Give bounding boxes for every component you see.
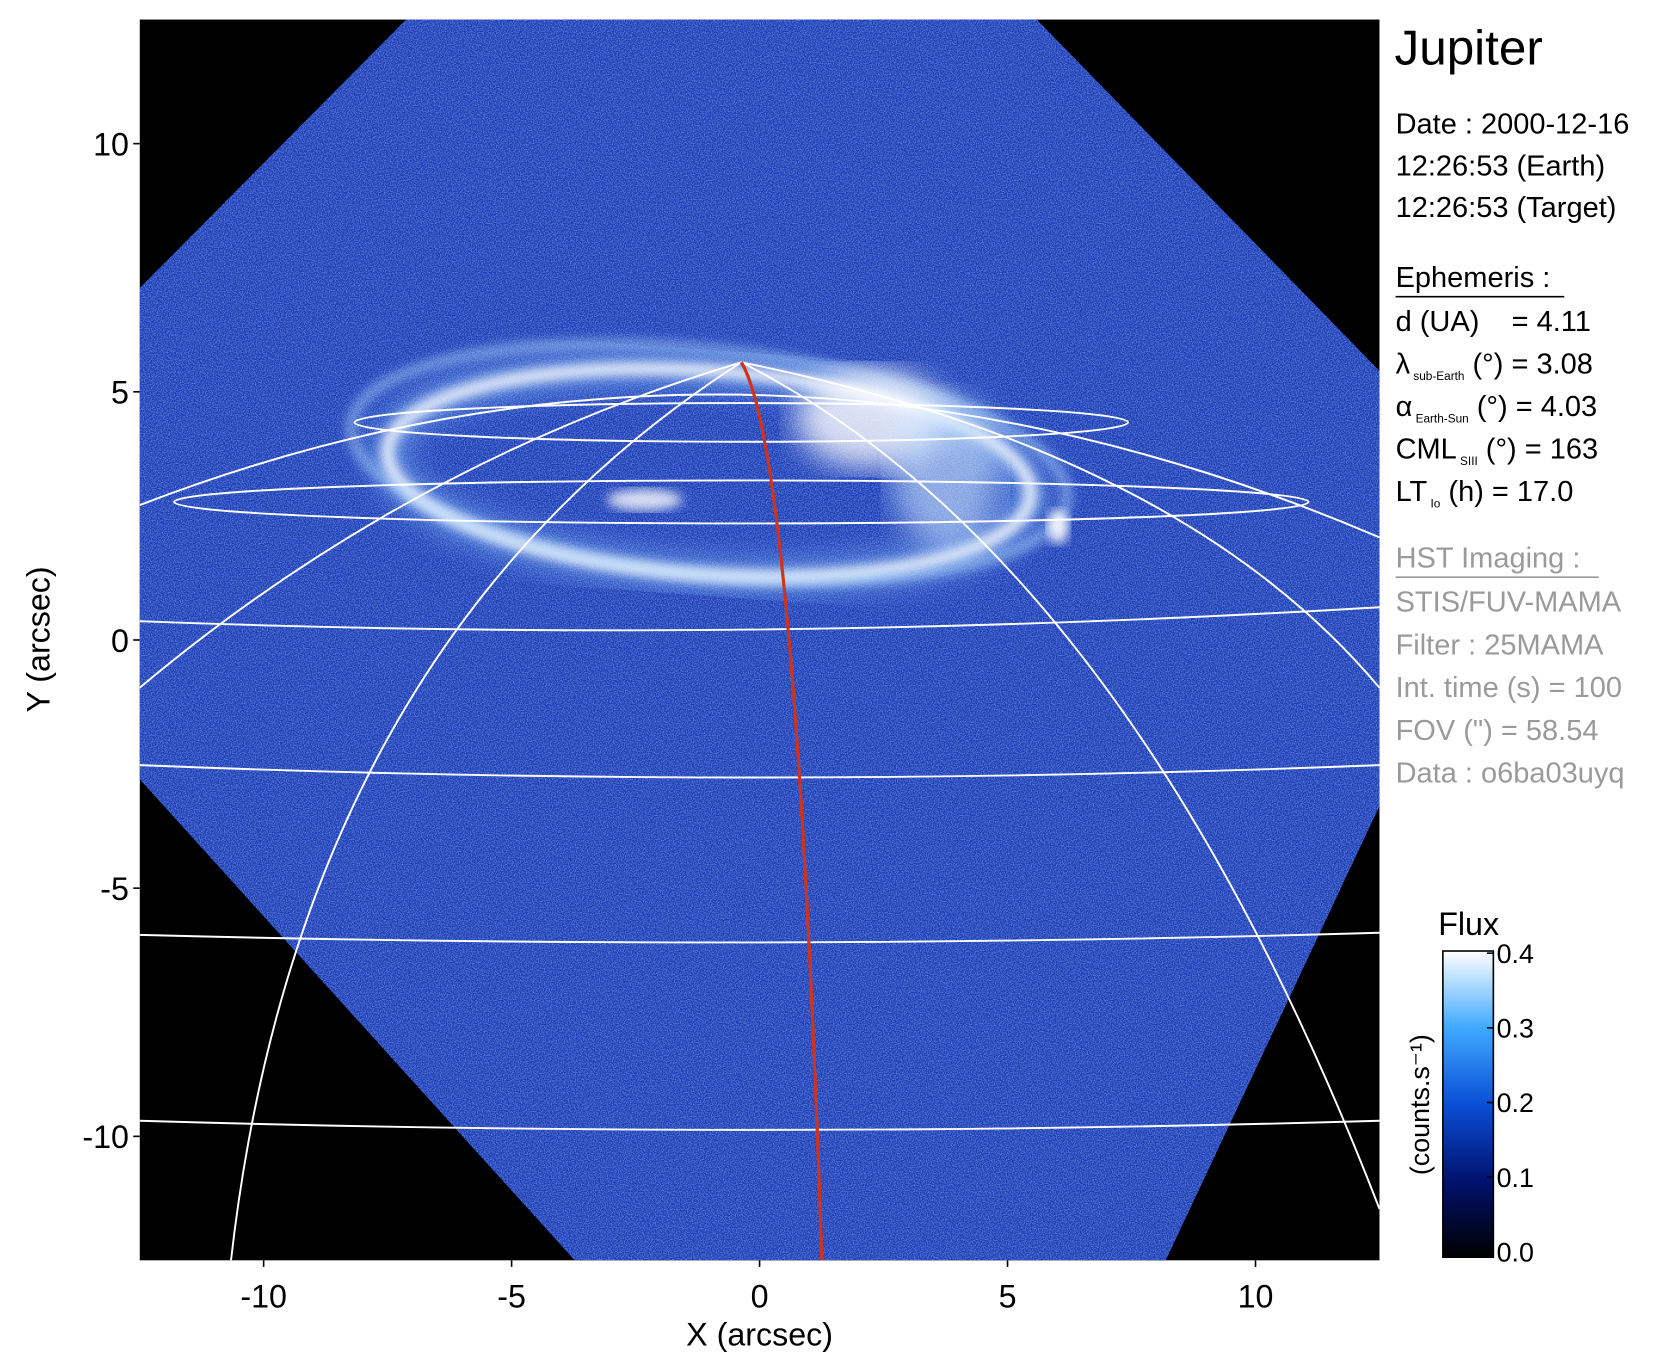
ephemeris-line: CML SIII (°) = 163 — [1396, 433, 1599, 467]
ephemeris-text: (h) = 17.0 — [1440, 476, 1573, 508]
y-tick-label: 5 — [111, 375, 129, 411]
central-meridian — [739, 361, 824, 1261]
ephemeris-line: LT Io (h) = 17.0 — [1396, 476, 1574, 510]
colorbar-tick-label: 0.0 — [1497, 1238, 1534, 1268]
colorbar-label: (counts.s⁻¹) — [1405, 1034, 1435, 1175]
ephemeris-symbol: CML — [1396, 433, 1457, 465]
aurora — [346, 339, 1072, 592]
ephemeris-subscript: Earth-Sun — [1416, 411, 1469, 425]
colorbar-title: Flux — [1438, 906, 1499, 942]
ephemeris-text: d (UA) = 4.11 — [1396, 306, 1591, 338]
ephemeris-symbol: LT — [1396, 476, 1428, 508]
ephemeris-line: d (UA) = 4.11 — [1396, 306, 1591, 338]
ephemeris-text: (°) = 163 — [1478, 433, 1598, 465]
ephemeris-subscript: sub-Earth — [1413, 369, 1464, 383]
ephemeris-text: (°) = 3.08 — [1464, 349, 1592, 381]
imaging-line: Data : o6ba03uyq — [1396, 758, 1625, 790]
y-tick-label: 0 — [111, 623, 129, 659]
x-tick-label: -5 — [497, 1279, 526, 1315]
imaging-line: STIS/FUV-MAMA — [1396, 587, 1622, 619]
ephemeris-subscript: Io — [1431, 496, 1441, 510]
x-tick-label: 10 — [1238, 1279, 1274, 1315]
x-tick-label: 0 — [751, 1279, 769, 1315]
date-line: Date : 2000-12-16 — [1396, 108, 1630, 140]
imaging-line: Filter : 25MAMA — [1396, 629, 1605, 661]
colorbar-tick-label: 0.3 — [1497, 1014, 1534, 1044]
imaging-line: Int. time (s) = 100 — [1396, 672, 1622, 704]
ephemeris-heading: Ephemeris : — [1396, 262, 1551, 294]
ephemeris-subscript: SIII — [1460, 454, 1478, 468]
colorbar — [1442, 950, 1495, 1259]
ephemeris-text: (°) = 4.03 — [1469, 391, 1597, 423]
colorbar-tick-label: 0.4 — [1497, 939, 1534, 969]
planet-grid — [139, 361, 1380, 1261]
ephemeris-line: λ sub-Earth (°) = 3.08 — [1396, 349, 1593, 383]
image — [139, 19, 1380, 1261]
detector-field — [139, 19, 1380, 1261]
colorbar-tick-label: 0.1 — [1497, 1163, 1534, 1193]
y-tick-label: -5 — [100, 871, 129, 907]
y-tick-label: 10 — [93, 126, 129, 162]
x-tick-label: 5 — [999, 1279, 1017, 1315]
y-tick-label: -10 — [82, 1119, 129, 1155]
x-axis-label: X (arcsec) — [686, 1316, 833, 1352]
y-axis-label: Y (arcsec) — [20, 566, 56, 712]
imaging-line: FOV (") = 58.54 — [1396, 715, 1599, 747]
x-tick-label: -10 — [240, 1279, 287, 1315]
colorbar-tick-label: 0.2 — [1497, 1088, 1534, 1118]
date-line: 12:26:53 (Earth) — [1396, 150, 1606, 182]
info-title: Jupiter — [1395, 21, 1543, 76]
ephemeris-symbol: α — [1396, 391, 1413, 423]
date-line: 12:26:53 (Target) — [1396, 192, 1617, 224]
imaging-heading: HST Imaging : — [1396, 542, 1581, 574]
ephemeris-line: α Earth-Sun (°) = 4.03 — [1396, 391, 1598, 425]
ephemeris-symbol: λ — [1396, 349, 1411, 381]
